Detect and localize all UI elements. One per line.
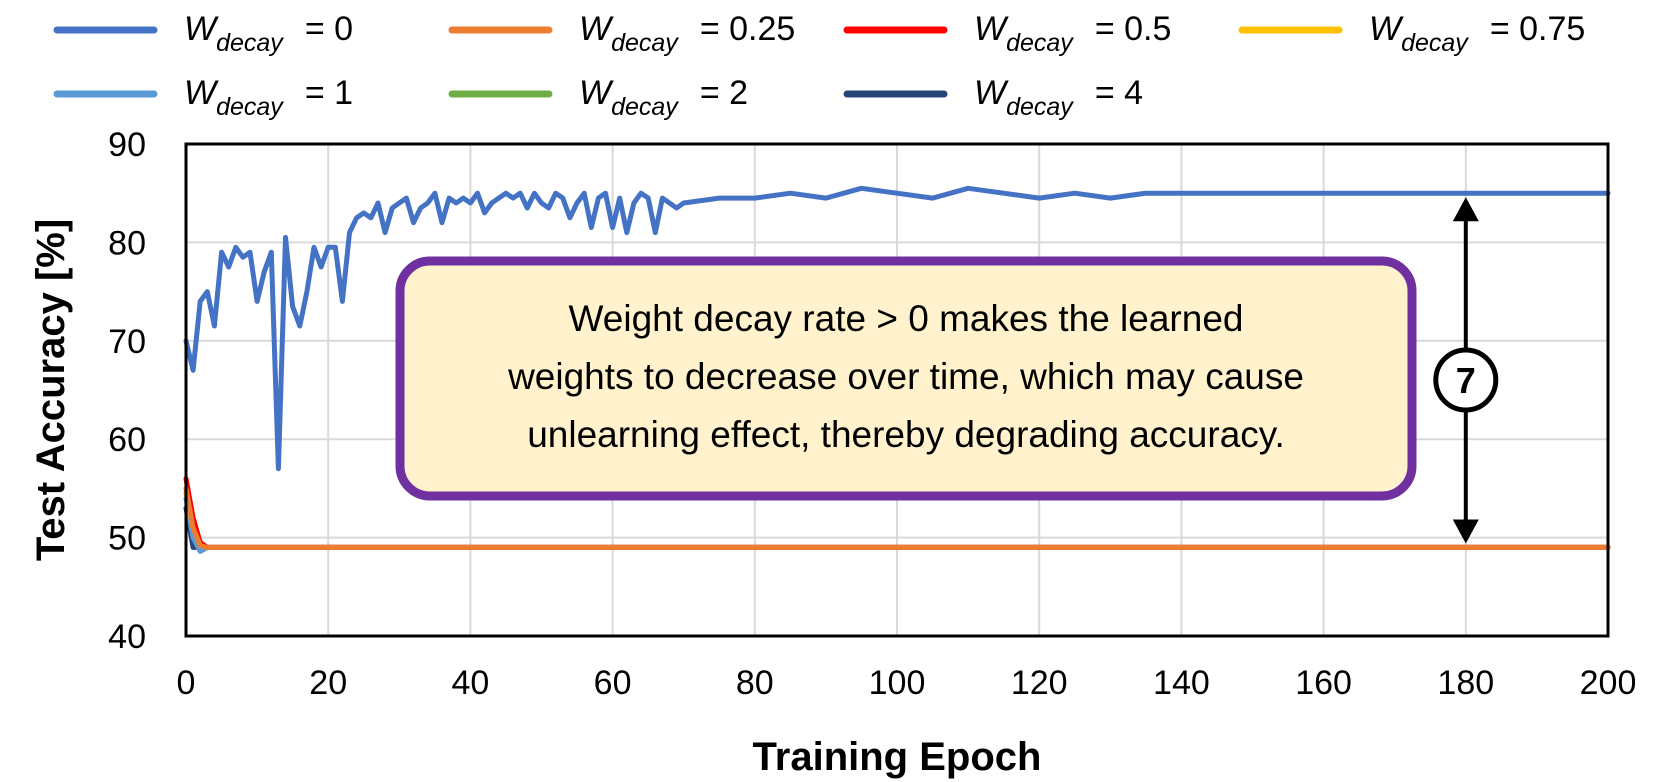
y-tick-label: 80 xyxy=(108,224,146,262)
annotation-text-line: Weight decay rate > 0 makes the learned xyxy=(569,298,1244,339)
x-tick-label: 200 xyxy=(1580,664,1637,702)
legend-item: Wdecay = 0.5 xyxy=(843,10,1171,57)
legend-item: Wdecay = 0 xyxy=(53,10,353,57)
x-tick-label: 100 xyxy=(869,664,926,702)
x-tick-label: 20 xyxy=(309,664,347,702)
series-line-1 xyxy=(183,485,1611,550)
series-layer xyxy=(183,185,1611,554)
legend: Wdecay = 0 Wdecay = 0.25 Wdecay = 0.5 Wdecay = … xyxy=(53,10,1585,121)
x-axis-title: Training Epoch xyxy=(753,735,1042,779)
y-tick-label: 90 xyxy=(108,126,146,164)
annotation-text-line: unlearning effect, thereby degrading acc… xyxy=(527,414,1285,455)
legend-label: Wdecay = 0.75 xyxy=(1369,10,1585,57)
y-axis-title: Test Accuracy [%] xyxy=(29,219,73,561)
plot-frame xyxy=(184,142,1610,638)
legend-item: Wdecay = 2 xyxy=(448,74,748,121)
legend-item: Wdecay = 4 xyxy=(843,74,1143,121)
legend-label: Wdecay = 2 xyxy=(579,74,748,121)
y-tick-label: 60 xyxy=(108,421,146,459)
y-tick-label: 50 xyxy=(108,520,146,558)
x-tick-label: 120 xyxy=(1011,664,1068,702)
arrow-head-down xyxy=(1452,519,1479,544)
x-tick-label: 40 xyxy=(451,664,489,702)
x-tick-label: 180 xyxy=(1437,664,1494,702)
series-line-0 xyxy=(183,185,1611,472)
y-axis-ticks: 40 50 60 70 80 90 xyxy=(108,126,146,656)
legend-item: Wdecay = 0.75 xyxy=(1238,10,1585,57)
x-tick-label: 0 xyxy=(177,664,196,702)
x-tick-label: 80 xyxy=(736,664,774,702)
legend-label: Wdecay = 4 xyxy=(974,74,1143,121)
annotation: Weight decay rate > 0 makes the learned w… xyxy=(395,197,1499,544)
arrow-head-up xyxy=(1452,197,1479,222)
y-tick-label: 70 xyxy=(108,323,146,361)
step-marker-circle xyxy=(1433,347,1499,413)
y-tick-label: 40 xyxy=(108,618,146,656)
legend-label: Wdecay = 0 xyxy=(184,10,353,57)
annotation-text-line: weights to decrease over time, which may… xyxy=(507,356,1304,397)
legend-label: Wdecay = 0.25 xyxy=(579,10,795,57)
x-tick-label: 160 xyxy=(1295,664,1352,702)
legend-label: Wdecay = 0.5 xyxy=(974,10,1171,57)
x-axis-ticks: 0 20 40 60 80 100 120 140 160 180 200 xyxy=(177,664,1637,702)
x-tick-label: 60 xyxy=(594,664,632,702)
step-marker-label: 7 xyxy=(1456,360,1476,401)
x-tick-label: 140 xyxy=(1153,664,1210,702)
annotation-box xyxy=(395,256,1417,501)
legend-label: Wdecay = 1 xyxy=(184,74,353,121)
legend-item: Wdecay = 0.25 xyxy=(448,10,795,57)
legend-item: Wdecay = 1 xyxy=(53,74,353,121)
